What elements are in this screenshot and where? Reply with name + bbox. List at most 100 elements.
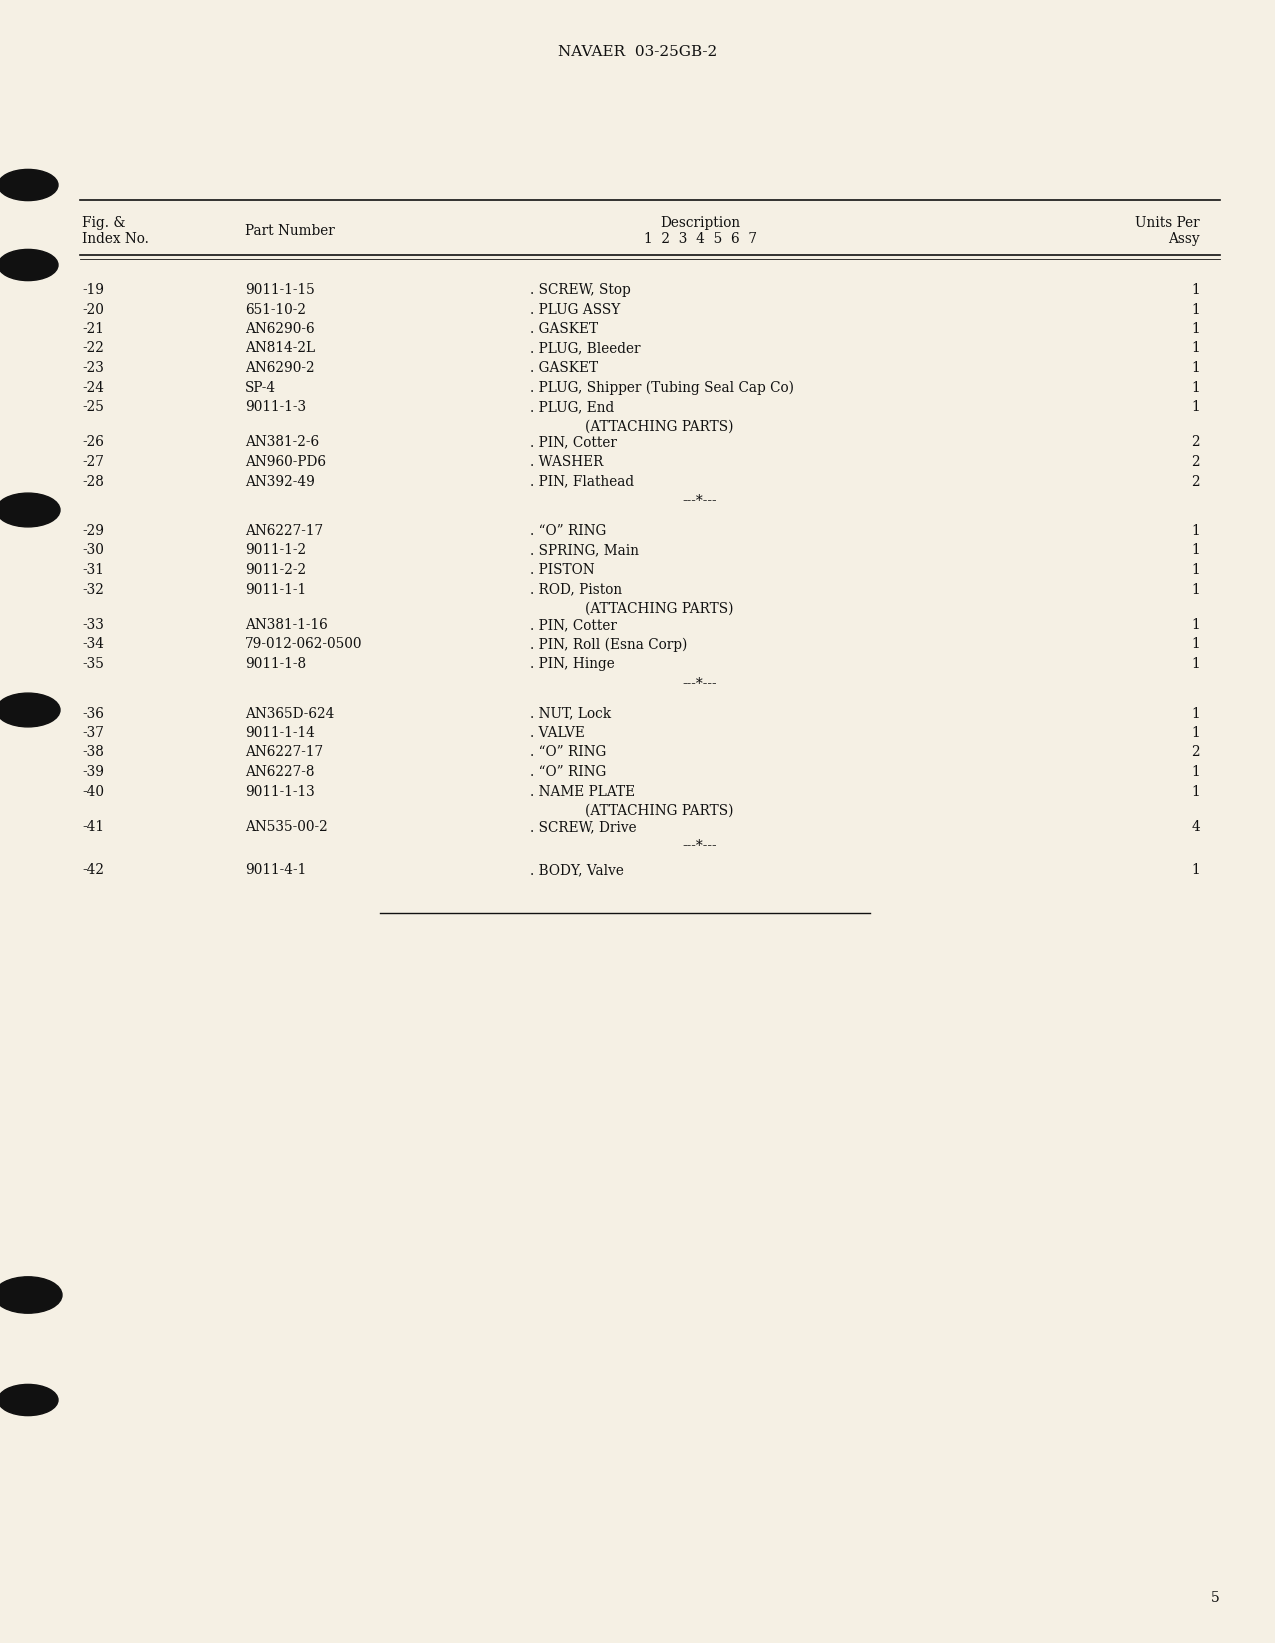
Text: Description: Description (660, 215, 740, 230)
Text: -23: -23 (82, 361, 103, 375)
Text: -39: -39 (82, 766, 105, 779)
Text: . PIN, Hinge: . PIN, Hinge (530, 657, 615, 670)
Ellipse shape (0, 1385, 57, 1416)
Text: . SCREW, Drive: . SCREW, Drive (530, 820, 636, 835)
Text: -34: -34 (82, 637, 105, 652)
Text: AN6290-6: AN6290-6 (245, 322, 315, 337)
Text: 1: 1 (1191, 399, 1200, 414)
Text: -42: -42 (82, 864, 105, 877)
Text: -33: -33 (82, 618, 103, 633)
Text: 9011-1-8: 9011-1-8 (245, 657, 306, 670)
Text: . SCREW, Stop: . SCREW, Stop (530, 283, 631, 297)
Text: 1: 1 (1191, 564, 1200, 577)
Text: AN365D-624: AN365D-624 (245, 706, 334, 721)
Text: 79-012-062-0500: 79-012-062-0500 (245, 637, 362, 652)
Text: -35: -35 (82, 657, 103, 670)
Text: . PLUG, Shipper (Tubing Seal Cap Co): . PLUG, Shipper (Tubing Seal Cap Co) (530, 381, 794, 394)
Text: 9011-2-2: 9011-2-2 (245, 564, 306, 577)
Ellipse shape (0, 493, 60, 527)
Text: . PLUG, End: . PLUG, End (530, 399, 615, 414)
Text: 1: 1 (1191, 637, 1200, 652)
Text: 1: 1 (1191, 864, 1200, 877)
Text: AN381-2-6: AN381-2-6 (245, 435, 319, 450)
Text: 1: 1 (1191, 322, 1200, 337)
Text: 1: 1 (1191, 766, 1200, 779)
Text: -41: -41 (82, 820, 105, 835)
Text: 1: 1 (1191, 342, 1200, 355)
Text: -38: -38 (82, 746, 103, 759)
Text: AN6227-17: AN6227-17 (245, 524, 323, 537)
Text: -31: -31 (82, 564, 103, 577)
Text: -37: -37 (82, 726, 103, 739)
Text: ---*---: ---*--- (682, 677, 718, 690)
Text: 1  2  3  4  5  6  7: 1 2 3 4 5 6 7 (644, 232, 756, 246)
Text: AN381-1-16: AN381-1-16 (245, 618, 328, 633)
Text: 4: 4 (1191, 820, 1200, 835)
Text: -24: -24 (82, 381, 105, 394)
Text: AN6290-2: AN6290-2 (245, 361, 315, 375)
Text: 1: 1 (1191, 657, 1200, 670)
Text: (ATTACHING PARTS): (ATTACHING PARTS) (585, 419, 733, 434)
Ellipse shape (0, 693, 60, 726)
Text: 9011-1-2: 9011-1-2 (245, 544, 306, 557)
Text: ---*---: ---*--- (682, 840, 718, 853)
Text: Assy: Assy (1168, 232, 1200, 246)
Text: Units Per: Units Per (1135, 215, 1200, 230)
Text: Fig. &: Fig. & (82, 215, 125, 230)
Text: 1: 1 (1191, 381, 1200, 394)
Text: 1: 1 (1191, 784, 1200, 798)
Text: -30: -30 (82, 544, 103, 557)
Text: (ATTACHING PARTS): (ATTACHING PARTS) (585, 601, 733, 616)
Ellipse shape (0, 250, 57, 281)
Text: . GASKET: . GASKET (530, 361, 598, 375)
Text: . WASHER: . WASHER (530, 455, 603, 468)
Text: -36: -36 (82, 706, 103, 721)
Text: . “O” RING: . “O” RING (530, 766, 607, 779)
Text: 1: 1 (1191, 524, 1200, 537)
Text: -40: -40 (82, 784, 105, 798)
Text: 2: 2 (1191, 475, 1200, 488)
Text: . PIN, Cotter: . PIN, Cotter (530, 618, 617, 633)
Text: (ATTACHING PARTS): (ATTACHING PARTS) (585, 803, 733, 818)
Text: . BODY, Valve: . BODY, Valve (530, 864, 623, 877)
Text: . PIN, Flathead: . PIN, Flathead (530, 475, 634, 488)
Text: AN535-00-2: AN535-00-2 (245, 820, 328, 835)
Text: 9011-1-13: 9011-1-13 (245, 784, 315, 798)
Ellipse shape (0, 1277, 62, 1313)
Text: SP-4: SP-4 (245, 381, 277, 394)
Text: . “O” RING: . “O” RING (530, 746, 607, 759)
Text: -21: -21 (82, 322, 103, 337)
Text: . GASKET: . GASKET (530, 322, 598, 337)
Text: 1: 1 (1191, 583, 1200, 596)
Text: 2: 2 (1191, 455, 1200, 468)
Text: -20: -20 (82, 302, 103, 317)
Text: . NUT, Lock: . NUT, Lock (530, 706, 611, 721)
Text: . PLUG, Bleeder: . PLUG, Bleeder (530, 342, 640, 355)
Text: -27: -27 (82, 455, 103, 468)
Text: 1: 1 (1191, 706, 1200, 721)
Text: . PLUG ASSY: . PLUG ASSY (530, 302, 620, 317)
Text: . NAME PLATE: . NAME PLATE (530, 784, 635, 798)
Text: . PISTON: . PISTON (530, 564, 594, 577)
Text: . ROD, Piston: . ROD, Piston (530, 583, 622, 596)
Text: -25: -25 (82, 399, 103, 414)
Text: . PIN, Roll (Esna Corp): . PIN, Roll (Esna Corp) (530, 637, 687, 652)
Text: AN814-2L: AN814-2L (245, 342, 315, 355)
Text: 9011-1-3: 9011-1-3 (245, 399, 306, 414)
Text: 1: 1 (1191, 283, 1200, 297)
Text: 9011-1-15: 9011-1-15 (245, 283, 315, 297)
Text: -19: -19 (82, 283, 105, 297)
Text: . VALVE: . VALVE (530, 726, 585, 739)
Text: 5: 5 (1211, 1590, 1220, 1605)
Text: 9011-1-1: 9011-1-1 (245, 583, 306, 596)
Text: 2: 2 (1191, 435, 1200, 450)
Text: 2: 2 (1191, 746, 1200, 759)
Text: 1: 1 (1191, 302, 1200, 317)
Text: -26: -26 (82, 435, 103, 450)
Text: 1: 1 (1191, 618, 1200, 633)
Text: -32: -32 (82, 583, 103, 596)
Text: -22: -22 (82, 342, 103, 355)
Text: 9011-4-1: 9011-4-1 (245, 864, 306, 877)
Text: AN392-49: AN392-49 (245, 475, 315, 488)
Text: . PIN, Cotter: . PIN, Cotter (530, 435, 617, 450)
